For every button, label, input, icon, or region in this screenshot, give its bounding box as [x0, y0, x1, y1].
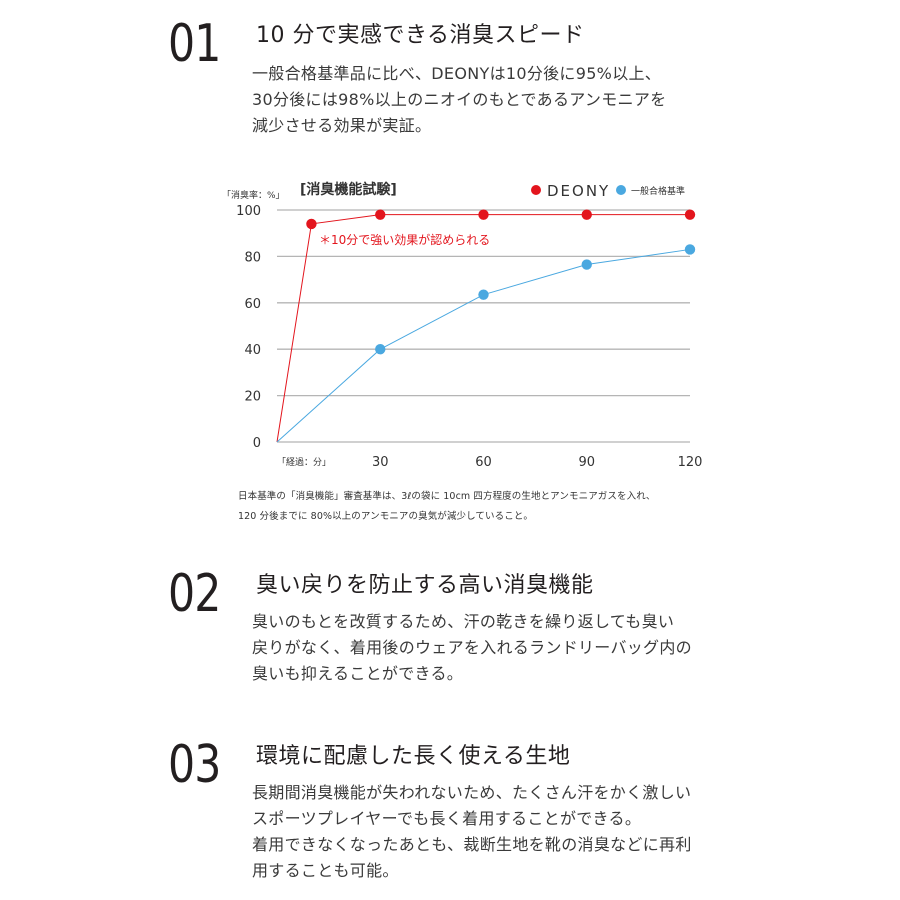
legend-standard-marker: [616, 185, 626, 195]
y-tick-label: 20: [244, 390, 261, 405]
section-number-03: 03: [168, 735, 221, 795]
standard-series-point: [478, 289, 489, 300]
x-tick-label: 60: [475, 455, 492, 470]
section-body-01: 一般合格基準品に比べ、DEONYは10分後に95%以上、 30分後には98%以上…: [252, 64, 667, 135]
deony-series-point: [581, 209, 592, 220]
section-body-03: 長期間消臭機能が失われないため、たくさん汗をかく激しい スポーツプレイヤーでも長…: [252, 783, 692, 880]
standard-series-point: [581, 259, 592, 270]
deony-series-point: [375, 209, 386, 220]
standard-series-line: [276, 248, 691, 443]
y-tick-label: 0: [253, 436, 261, 451]
standard-series-point: [375, 344, 386, 355]
chart-title: [消臭機能試験]: [300, 181, 397, 198]
y-tick-label: 60: [244, 297, 261, 312]
chart-footnote: 日本基準の「消臭機能」審査基準は、3ℓの袋に 10cm 四方程度の生地とアンモニ…: [238, 491, 656, 522]
y-tick-label: 80: [244, 250, 261, 265]
section-title-02: 臭い戻りを防止する高い消臭機能: [256, 573, 594, 598]
y-axis-label: 「消臭率：%」: [222, 189, 285, 201]
deony-series-point: [478, 209, 489, 220]
section-title-03: 環境に配慮した長く使える生地: [256, 744, 571, 769]
x-tick-label: 120: [678, 455, 703, 470]
section-number-02: 02: [168, 564, 221, 624]
section-number-01: 01: [168, 14, 221, 74]
deony-series-line: [276, 214, 690, 443]
y-tick-label: 100: [236, 204, 261, 219]
y-tick-label: 40: [244, 343, 261, 358]
chart-annotation: ＊10分で強い効果が認められる: [319, 232, 490, 247]
section-body-02: 臭いのもとを改質するため、汗の乾きを繰り返しても臭い 戻りがなく、着用後のウェア…: [252, 612, 692, 683]
x-axis-label: 「経過：分」: [277, 456, 331, 468]
standard-series-point: [684, 244, 696, 255]
deony-series-point: [306, 218, 317, 230]
legend-deony-label: DEONY: [547, 182, 610, 200]
x-tick-label: 30: [372, 455, 389, 470]
deony-series-point: [684, 209, 696, 220]
section-title-01: 10 分で実感できる消臭スピード: [256, 23, 585, 48]
deodorization-chart: 0 20 40 60 80 100 30 60 90 120 「経過：分」 「消臭率：%」 [消臭機能試…: [222, 181, 703, 470]
legend-standard-label: 一般合格基準: [631, 185, 685, 197]
x-tick-label: 90: [578, 455, 595, 470]
legend-deony-marker: [531, 185, 541, 195]
